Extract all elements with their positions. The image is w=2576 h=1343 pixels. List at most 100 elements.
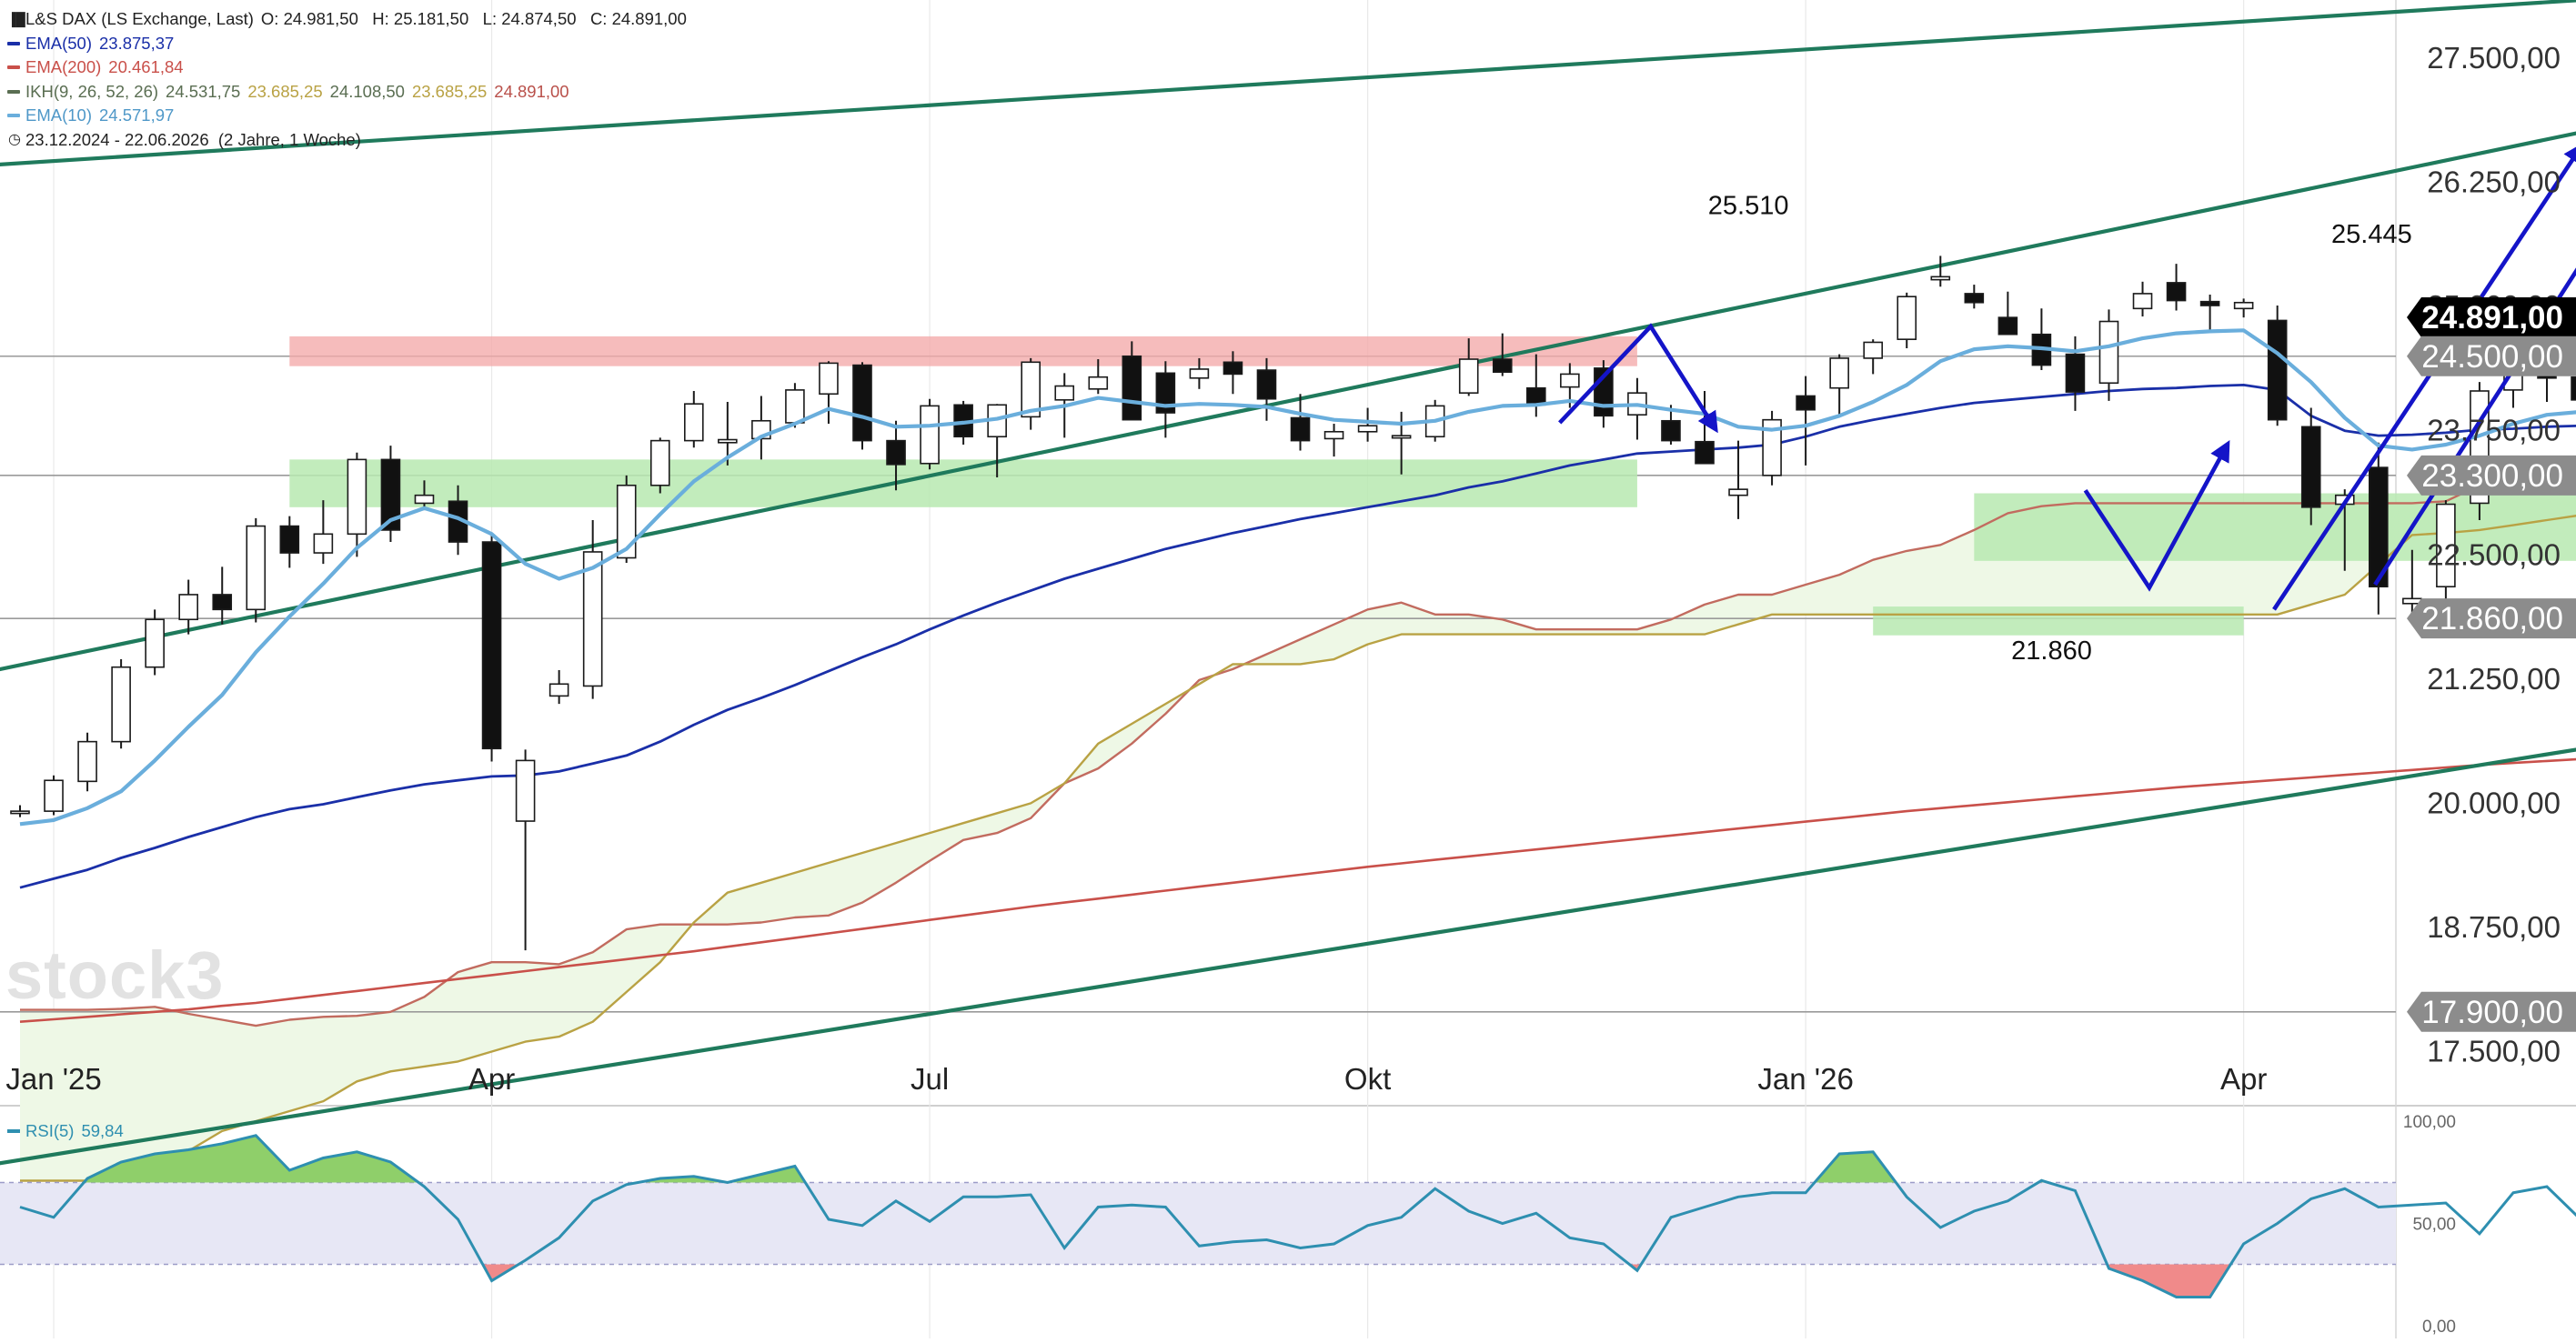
y-tick-label: 20.000,00 (2427, 786, 2561, 819)
price-badge (2407, 297, 2576, 338)
candle-up (785, 389, 805, 424)
candle-up (1560, 373, 1580, 388)
candle-up (2436, 503, 2456, 588)
ema200-line (19, 757, 2576, 1023)
candle-down (380, 458, 401, 531)
candle-down (1122, 355, 1142, 421)
candle-up (1189, 368, 1210, 379)
price-badge-label: 23.300,00 (2421, 458, 2563, 494)
candle-up (178, 594, 198, 621)
candle-down (212, 594, 233, 611)
candle-down (2369, 466, 2389, 588)
legend-ema200[interactable]: EMA(200) 20.461,84 (7, 55, 687, 80)
rsi-band (0, 1182, 2396, 1265)
forecast-arrow (2272, 142, 2576, 611)
candle-up (77, 740, 97, 783)
price-annotation: 25.445 (2331, 220, 2412, 249)
y-tick-label: 27.500,00 (2427, 41, 2561, 75)
ikh-label: IKH(9, 26, 52, 26) (25, 81, 159, 101)
price-annotation: 21.860 (2011, 636, 2092, 666)
rsi-legend[interactable]: RSI(5) 59,84 (7, 1121, 124, 1141)
kumo-span-a-line (20, 457, 2576, 1027)
candle-down (2267, 319, 2288, 421)
candle-up (44, 779, 64, 812)
candles-icon: ▐█ (7, 12, 25, 26)
candle-up (819, 362, 839, 396)
ema200-swatch (7, 65, 20, 70)
rsi-overbought-fill (84, 1135, 419, 1183)
legend-range: ◷ 23.12.2024 - 22.06.2026 (2 Jahre, 1 Wo… (7, 128, 687, 153)
candle-up (548, 683, 569, 697)
price-badge-label: 21.860,00 (2421, 601, 2563, 636)
ikh-value-2: 23.685,25 (247, 81, 323, 101)
candle-up (246, 525, 267, 611)
ema200-label: EMA(200) (25, 57, 102, 76)
candle-up (2132, 293, 2153, 310)
ema50-line (19, 383, 2576, 889)
candle-up (2098, 320, 2119, 385)
legend-ema50[interactable]: EMA(50) 23.875,37 (7, 32, 687, 56)
candle-up (718, 438, 738, 444)
rsi-value: 59,84 (81, 1121, 124, 1140)
x-tick-label: Apr (2220, 1062, 2267, 1096)
support-zone (1974, 493, 2576, 561)
candle-down (481, 541, 502, 750)
candle-up (347, 458, 367, 536)
rsi-line (19, 1134, 2576, 1298)
rsi-label: RSI(5) (25, 1121, 75, 1140)
candle-down (2199, 300, 2220, 306)
candle-up (1021, 361, 1041, 418)
candle-down (886, 439, 906, 466)
candle-up (683, 403, 704, 442)
candle-down (1695, 440, 1715, 465)
trend-line (0, 0, 2576, 166)
y-tick-label: 22.500,00 (2427, 537, 2561, 571)
candle-up (1829, 357, 1849, 389)
legend-ikh[interactable]: IKH(9, 26, 52, 26) 24.531,75 23.685,25 2… (7, 80, 687, 105)
y-tick-label: 17.500,00 (2427, 1035, 2561, 1068)
price-badge (2407, 455, 2576, 496)
ema50-swatch (7, 41, 20, 45)
price-badge (2407, 598, 2576, 639)
ema50-value: 23.875,37 (99, 33, 175, 53)
candle-up (1323, 430, 1344, 440)
candle-up (582, 551, 603, 687)
price-badge-label: 17.900,00 (2421, 995, 2563, 1030)
candle-up (1391, 435, 1412, 439)
rsi-swatch (7, 1129, 20, 1133)
candle-down (852, 364, 872, 442)
x-tick-label: Jul (911, 1062, 949, 1096)
candle-down (2166, 282, 2187, 302)
legend-header: ▐█ L&S DAX (LS Exchange, Last) O: 24.981… (7, 7, 687, 32)
candle-down (2300, 426, 2321, 508)
candle-up (920, 405, 940, 465)
ikh-value-4: 23.685,25 (411, 81, 488, 101)
candle-up (10, 810, 30, 815)
candle-down (2571, 376, 2576, 401)
candle-down (1290, 416, 1311, 442)
forecast-arrow (2083, 440, 2230, 592)
forecast-arrow (1558, 323, 1718, 434)
support-zone (1873, 606, 2244, 636)
x-tick-label: Okt (1344, 1062, 1391, 1096)
candle-up (2233, 301, 2254, 310)
candle-down (1796, 395, 1816, 411)
ikh-value-1: 24.531,75 (166, 81, 241, 101)
candle-up (145, 618, 165, 668)
candle-up (1930, 276, 1951, 281)
candle-up (1728, 488, 1748, 496)
ikh-value-5: 24.891,00 (494, 81, 569, 101)
candle-up (1458, 358, 1479, 394)
clock-icon: ◷ (8, 131, 21, 147)
x-tick-label: Apr (468, 1062, 515, 1096)
y-tick-label: 21.250,00 (2427, 662, 2561, 696)
chart-legend: ▐█ L&S DAX (LS Exchange, Last) O: 24.981… (7, 7, 687, 152)
watermark-logo: stock3 (5, 937, 225, 1013)
candle-up (1863, 341, 1883, 359)
candle-up (313, 533, 334, 554)
candle-up (1054, 385, 1075, 401)
rsi-overbought-fill (638, 1176, 728, 1183)
legend-ema10[interactable]: EMA(10) 24.571,97 (7, 104, 687, 128)
ema10-line (19, 328, 2576, 827)
candle-down (2065, 353, 2086, 393)
